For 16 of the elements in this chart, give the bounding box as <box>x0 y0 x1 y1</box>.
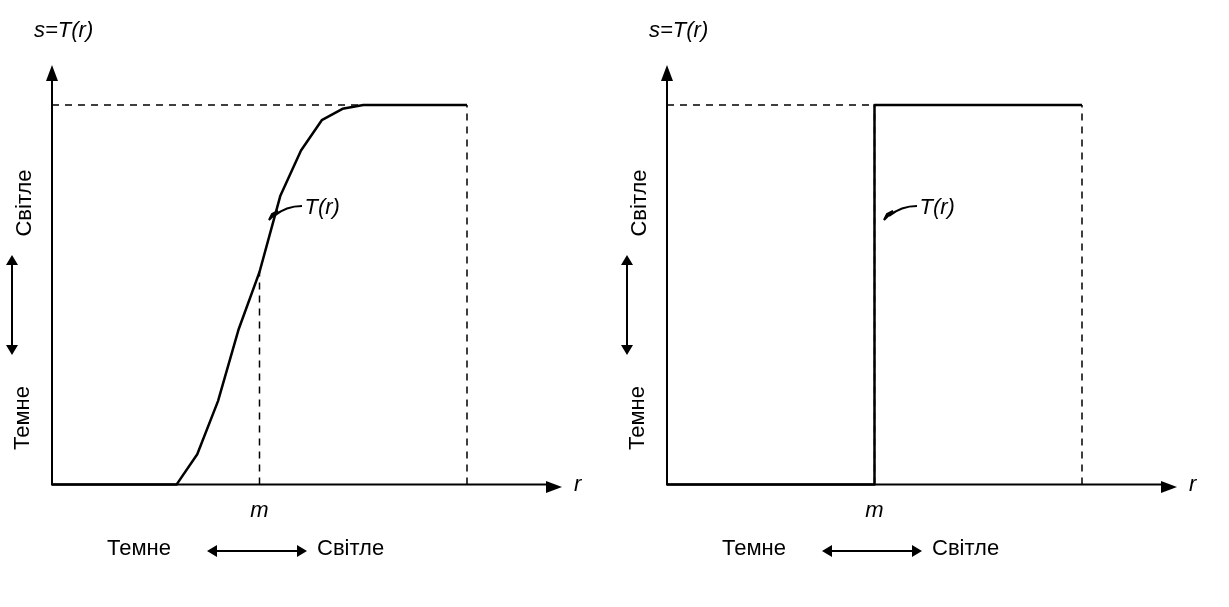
y-axis-title: s=T(r) <box>649 17 709 43</box>
text: Темне <box>623 386 650 450</box>
annotation: T(r) <box>919 194 955 221</box>
text: Світле <box>932 534 1000 561</box>
text: Світле <box>625 169 652 237</box>
text: Світле <box>317 534 385 561</box>
text: Темне <box>8 386 35 450</box>
x-axis-title: r <box>574 470 582 497</box>
y-axis-title: s=T(r) <box>34 17 94 43</box>
text: Темне <box>722 534 786 561</box>
text: Світле <box>10 169 37 237</box>
text: m <box>250 496 269 523</box>
x-axis-title: r <box>1189 470 1197 497</box>
annotation: T(r) <box>304 194 340 221</box>
text: Темне <box>107 534 171 561</box>
text: m <box>865 496 884 523</box>
